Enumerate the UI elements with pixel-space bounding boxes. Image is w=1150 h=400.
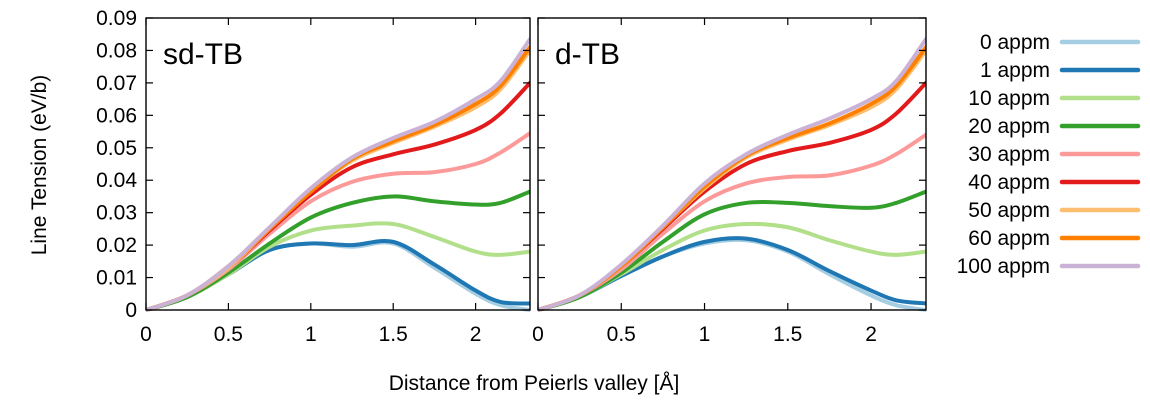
series-line-50-appm <box>538 48 926 312</box>
legend-label: 100 appm <box>957 255 1050 278</box>
series-line-60-appm <box>146 45 530 312</box>
y-tick-label: 0.07 <box>96 72 137 95</box>
legend-item: 20 appm <box>968 115 1141 138</box>
series-line-40-appm <box>538 80 926 312</box>
x-tick-label: 1 <box>699 323 711 346</box>
y-axis-label: Line Tension (eV/b) <box>28 75 51 256</box>
legend-item: 30 appm <box>968 143 1141 166</box>
x-tick-label: 0.5 <box>214 323 243 346</box>
y-tick-label: 0.02 <box>96 234 137 257</box>
y-tick-label: 0.08 <box>96 39 137 62</box>
legend: 0 appm 1 appm 10 appm 20 appm 30 appm 40 appm… <box>957 31 1141 278</box>
x-axis-label: Distance from Peierls valley [Å] <box>389 372 680 395</box>
legend-label: 50 appm <box>968 199 1050 222</box>
series-line-40-appm <box>146 80 530 312</box>
legend-item: 1 appm <box>980 59 1141 82</box>
y-tick-label: 0 <box>125 299 137 322</box>
series-line-20-appm <box>538 189 926 312</box>
series-line-100-appm <box>538 37 926 312</box>
x-tick-label: 0 <box>532 323 544 346</box>
series-line-50-appm <box>146 48 530 312</box>
legend-label: 30 appm <box>968 143 1050 166</box>
legend-item: 100 appm <box>957 255 1141 278</box>
x-tick-label: 0 <box>140 323 152 346</box>
series-line-60-appm <box>538 45 926 312</box>
y-tick-label: 0.06 <box>96 104 137 127</box>
legend-label: 10 appm <box>968 87 1050 110</box>
legend-label: 40 appm <box>968 171 1050 194</box>
series-lines <box>146 37 530 312</box>
plot-frame <box>145 17 531 311</box>
series-line-100-appm <box>146 37 530 312</box>
legend-item: 10 appm <box>968 87 1141 110</box>
legend-item: 0 appm <box>980 31 1141 54</box>
legend-label: 0 appm <box>980 31 1050 54</box>
y-tick-label: 0.03 <box>96 202 137 225</box>
x-tick-label: 0.5 <box>607 323 636 346</box>
y-tick-label: 0.05 <box>96 137 137 160</box>
panel-1: 0 0.5 1 1.5 2 0 0.01 0.02 0.03 0.04 0.05 0.06 0.07 0.… <box>96 7 531 346</box>
series-lines <box>538 37 926 312</box>
legend-label: 20 appm <box>968 115 1050 138</box>
legend-item: 50 appm <box>968 199 1141 222</box>
legend-item: 40 appm <box>968 171 1141 194</box>
x-tick-label: 2 <box>865 323 877 346</box>
x-tick-label: 1.5 <box>379 323 408 346</box>
panel-title: sd-TB <box>163 38 243 71</box>
x-tick-label: 2 <box>470 323 482 346</box>
legend-label: 60 appm <box>968 227 1050 250</box>
plot-frame <box>537 17 927 311</box>
y-tick-label: 0.09 <box>96 7 137 30</box>
y-tick-label: 0.01 <box>96 267 137 290</box>
chart-panels: 0 0.5 1 1.5 2 0 0.01 0.02 0.03 0.04 0.05 0.06 0.07 0.… <box>96 7 927 346</box>
panel-title: d-TB <box>555 38 620 71</box>
y-tick-label: 0.04 <box>96 169 137 192</box>
x-tick-label: 1 <box>305 323 317 346</box>
series-line-10-appm <box>146 221 530 312</box>
panel-2: 0 0.5 1 1.5 2 d-TB <box>532 17 927 346</box>
legend-item: 60 appm <box>968 227 1141 250</box>
x-tick-label: 1.5 <box>773 323 802 346</box>
legend-label: 1 appm <box>980 59 1050 82</box>
